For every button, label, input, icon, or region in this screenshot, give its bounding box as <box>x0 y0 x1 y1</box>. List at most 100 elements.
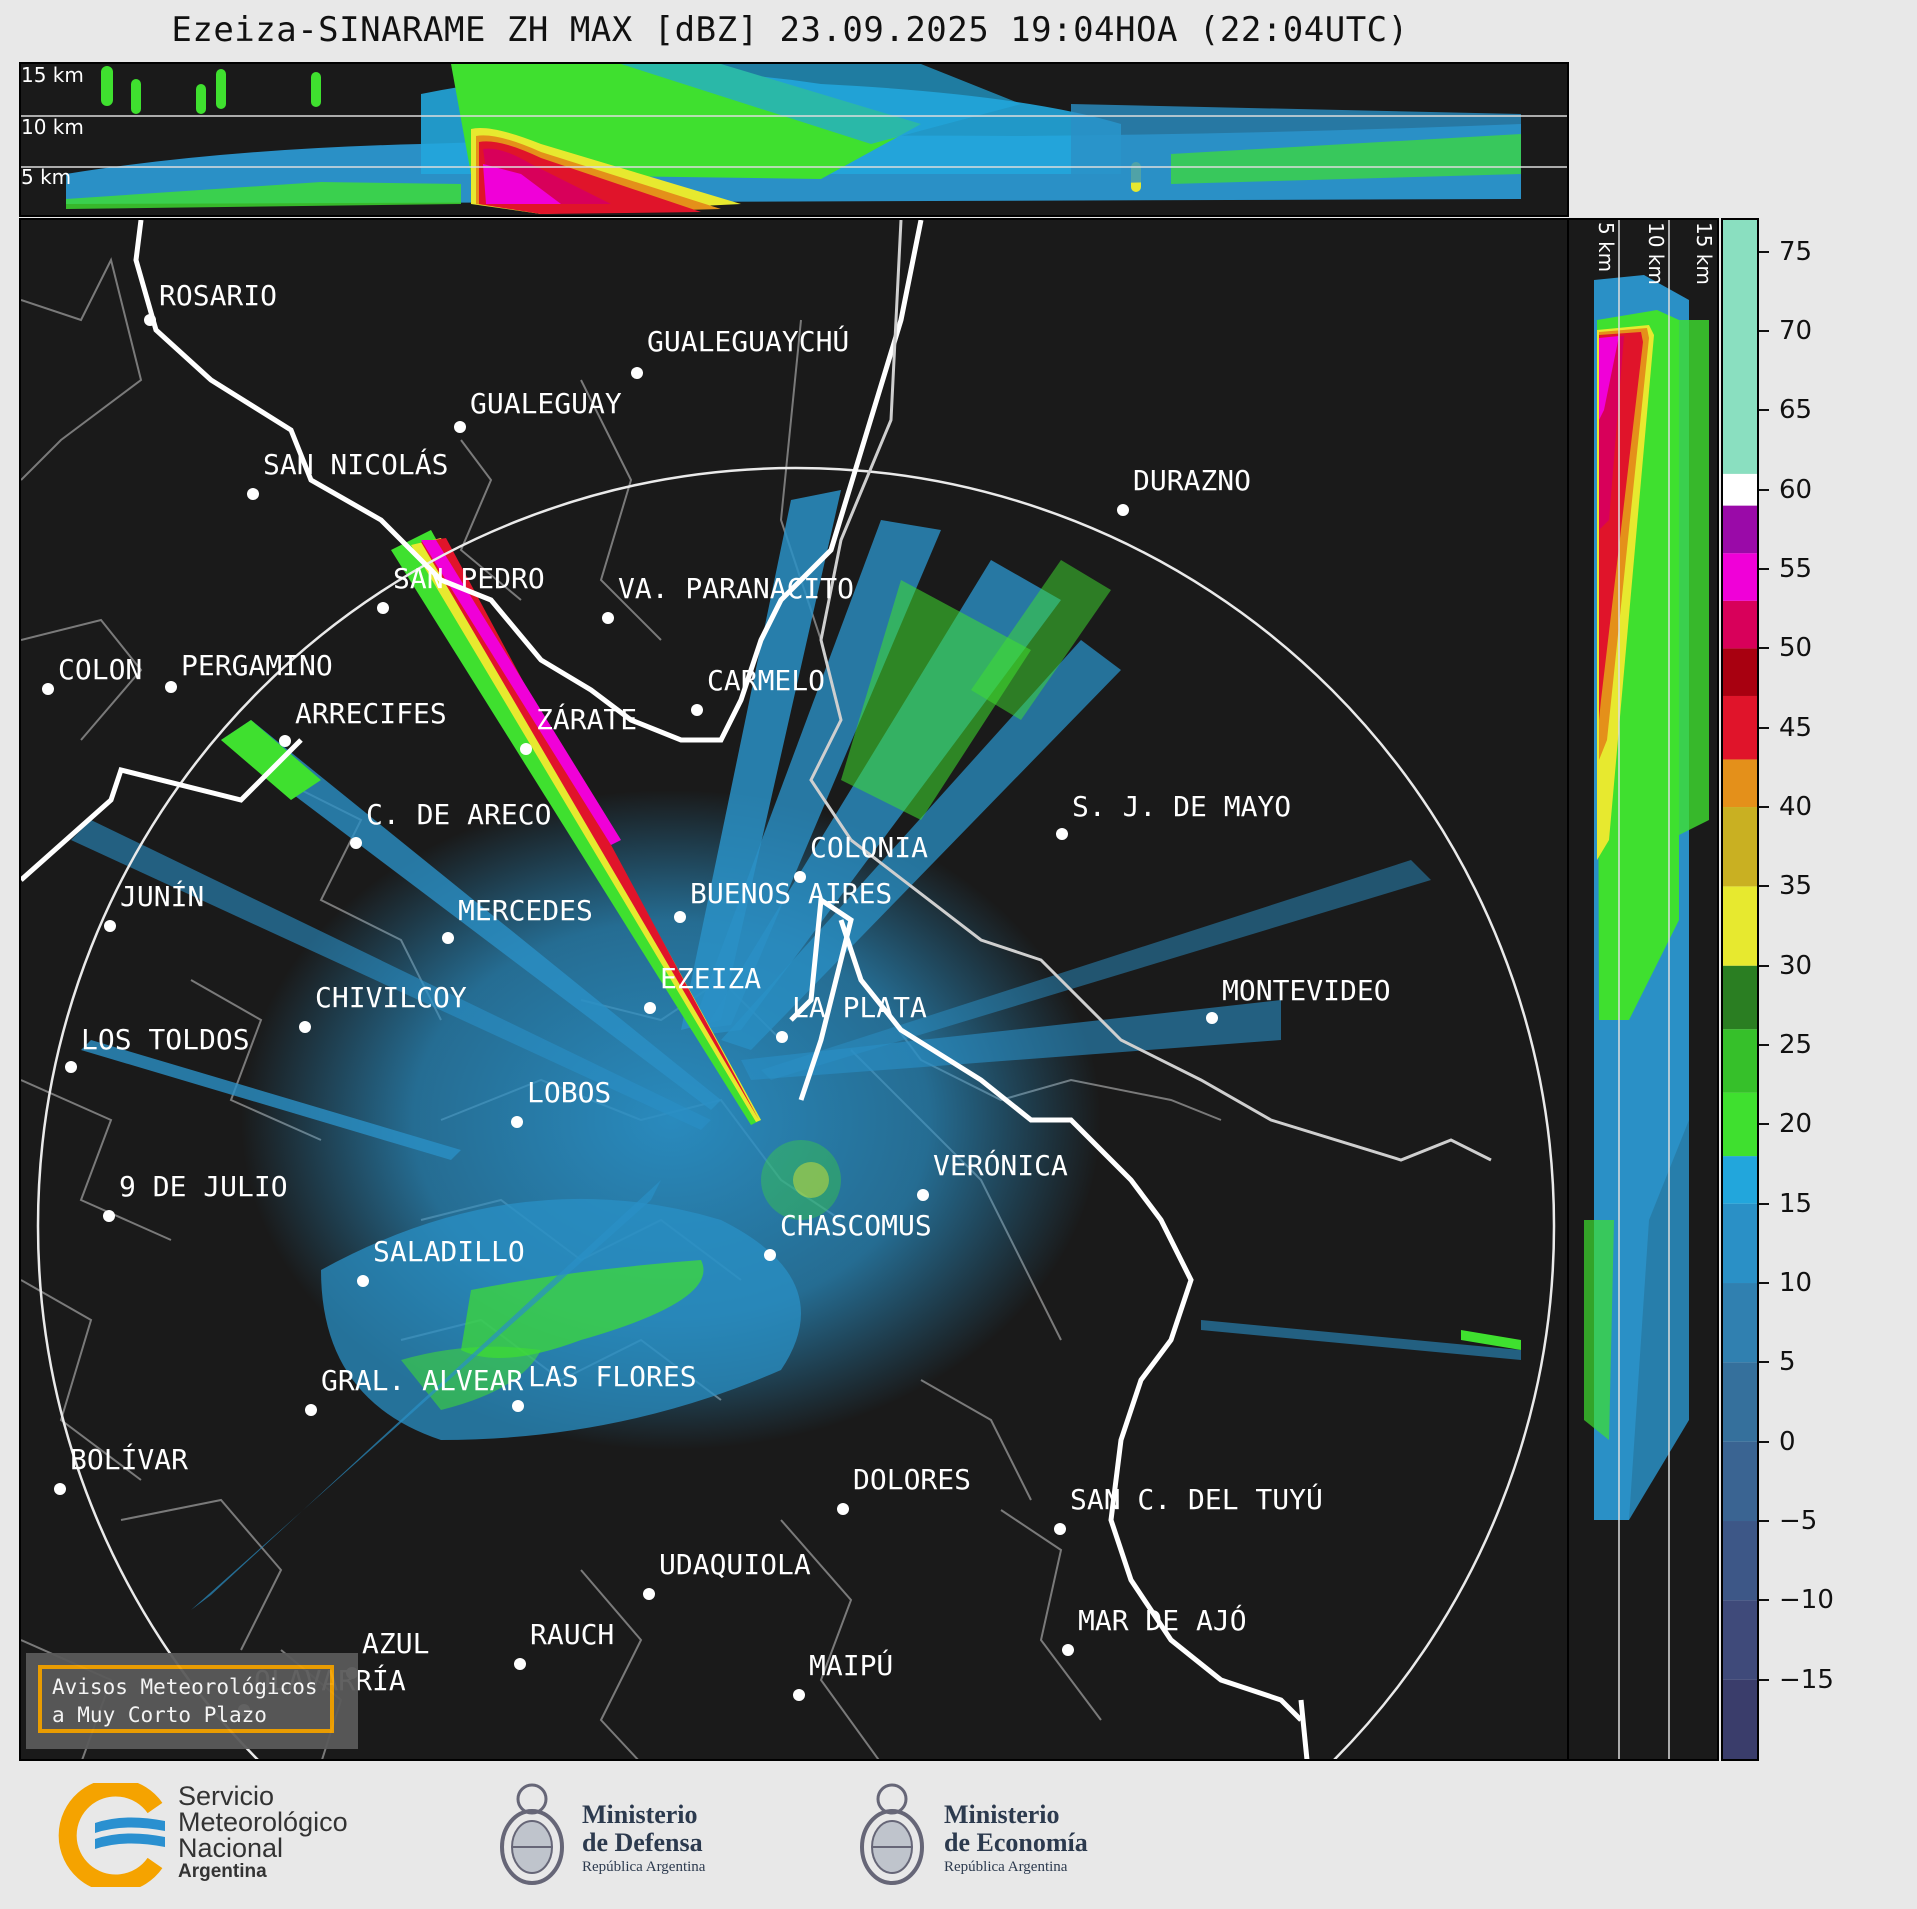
svg-text:COLONIA: COLONIA <box>810 831 928 864</box>
svg-text:CHASCOMUS: CHASCOMUS <box>780 1209 932 1242</box>
radar-map: ROSARIO GUALEGUAYCHÚ GUALEGUAY SAN NICOL… <box>19 218 1569 1761</box>
svg-text:ARRECIFES: ARRECIFES <box>295 697 447 730</box>
svg-text:CHIVILCOY: CHIVILCOY <box>315 981 467 1014</box>
city-rauch: RAUCH <box>514 1618 614 1670</box>
svg-text:LOBOS: LOBOS <box>527 1076 611 1109</box>
side-height-15km-label: 15 km <box>1692 222 1716 285</box>
colorbar-band <box>1723 1092 1757 1157</box>
colorbar-tick-label: 75 <box>1779 236 1813 267</box>
colorbar-band <box>1723 965 1757 1030</box>
colorbar-band <box>1723 1283 1757 1363</box>
colorbar-tick: 50 <box>1759 633 1812 663</box>
city-markers: ROSARIO GUALEGUAYCHÚ GUALEGUAY SAN NICOL… <box>42 279 1391 1716</box>
city-veronica: VERÓNICA <box>917 1148 1068 1201</box>
colorbar-tick: 75 <box>1759 237 1812 267</box>
smn-logo-text: Servicio Meteorológico Nacional Argentin… <box>178 1783 348 1883</box>
colorbar-tick-label: 65 <box>1779 395 1813 426</box>
smn-logo-icon <box>58 1778 165 1893</box>
colorbar-tick: −10 <box>1759 1585 1834 1615</box>
svg-text:MERCEDES: MERCEDES <box>458 894 593 927</box>
city-saladillo: SALADILLO <box>357 1235 525 1287</box>
colorbar-tick: 60 <box>1759 475 1812 505</box>
svg-text:AZUL: AZUL <box>362 1627 429 1660</box>
colorbar-band <box>1723 1600 1757 1680</box>
city-san-nicolas: SAN NICOLÁS <box>247 447 448 500</box>
colorbar-tick-label: −5 <box>1779 1506 1818 1536</box>
side-height-5km-label: 5 km <box>1594 222 1618 272</box>
colorbar-tick-label: 0 <box>1779 1426 1796 1457</box>
colorbar-tick: 20 <box>1759 1109 1812 1139</box>
economia-logo-text: Ministerio de Economía República Argenti… <box>944 1801 1088 1877</box>
city-rosario: ROSARIO <box>144 279 277 326</box>
colorbar-band <box>1723 1156 1757 1204</box>
svg-text:RAUCH: RAUCH <box>530 1618 614 1651</box>
colorbar-tick-label: 60 <box>1779 474 1813 505</box>
svg-text:S. J. DE MAYO: S. J. DE MAYO <box>1072 790 1291 823</box>
colorbar-tick-label: 25 <box>1779 1030 1813 1061</box>
colorbar-band <box>1723 1521 1757 1601</box>
svg-text:PERGAMINO: PERGAMINO <box>181 649 333 682</box>
defensa-line-3: República Argentina <box>582 1859 706 1875</box>
city-lobos: LOBOS <box>511 1076 611 1128</box>
svg-text:LOS TOLDOS: LOS TOLDOS <box>81 1023 250 1056</box>
city-arrecifes: ARRECIFES <box>279 697 447 747</box>
svg-text:C. DE ARECO: C. DE ARECO <box>366 798 551 831</box>
svg-text:DURAZNO: DURAZNO <box>1133 464 1251 497</box>
colorbar-tick: 5 <box>1759 1347 1796 1377</box>
smn-line-4: Argentina <box>178 1861 267 1882</box>
colorbar-tick: 15 <box>1759 1189 1812 1219</box>
top-height-15km-label: 15 km <box>21 64 84 87</box>
colorbar-tick: 70 <box>1759 316 1812 346</box>
colorbar-band <box>1723 648 1757 696</box>
economia-line-3: República Argentina <box>944 1859 1068 1875</box>
svg-text:LAS FLORES: LAS FLORES <box>528 1360 697 1393</box>
footer: Servicio Meteorológico Nacional Argentin… <box>0 1761 1917 1909</box>
city-junin: JUNÍN <box>104 879 204 932</box>
warning-box-frame: Avisos Meteorológicos a Muy Corto Plazo <box>38 1665 334 1733</box>
colorbar-tick-label: 45 <box>1779 712 1813 743</box>
city-9-de-julio: 9 DE JULIO <box>103 1170 288 1222</box>
colorbar-tick: 40 <box>1759 792 1812 822</box>
svg-text:VA. PARANACITO: VA. PARANACITO <box>618 572 854 605</box>
city-mar-de-ajo: MAR DE AJÓ <box>1062 1603 1247 1656</box>
svg-text:GUALEGUAYCHÚ: GUALEGUAYCHÚ <box>647 324 849 358</box>
colorbar-band <box>1723 1679 1757 1759</box>
city-udaquiola: UDAQUIOLA <box>643 1548 811 1600</box>
city-colonia: COLONIA <box>794 831 928 883</box>
defensa-logo-text: Ministerio de Defensa República Argentin… <box>582 1801 705 1877</box>
top-height-profile: 15 km 10 km 5 km <box>19 62 1569 217</box>
colorbar-ticks: 75 70 65 60 55 50 45 40 35 30 25 20 15 10 5 0 −5 −10 −15 <box>1759 218 1909 1761</box>
svg-text:SALADILLO: SALADILLO <box>373 1235 525 1268</box>
svg-text:MAIPÚ: MAIPÚ <box>809 1648 893 1682</box>
svg-text:SAN PEDRO: SAN PEDRO <box>393 562 545 595</box>
colorbar-band <box>1723 473 1757 506</box>
argentina-coat-of-arms-icon <box>500 1783 564 1885</box>
colorbar-band <box>1723 600 1757 649</box>
colorbar-tick-label: 35 <box>1779 871 1813 902</box>
top-profile-svg: 15 km 10 km 5 km <box>21 64 1567 214</box>
city-los-toldos: LOS TOLDOS <box>65 1023 250 1073</box>
svg-text:SAN C. DEL TUYÚ: SAN C. DEL TUYÚ <box>1070 1482 1323 1516</box>
colorbar-tick: 10 <box>1759 1268 1812 1298</box>
colorbar-tick: 65 <box>1759 395 1812 425</box>
colorbar-band <box>1723 886 1757 966</box>
colorbar-tick-label: −10 <box>1779 1585 1834 1616</box>
city-bolivar: BOLÍVAR <box>54 1442 188 1495</box>
city-chascomus: CHASCOMUS <box>764 1209 932 1261</box>
smn-line-3: Nacional <box>178 1833 284 1863</box>
colorbar-tick: −5 <box>1759 1506 1817 1536</box>
colorbar-tick: −15 <box>1759 1665 1834 1695</box>
svg-text:SAN NICOLÁS: SAN NICOLÁS <box>263 447 448 481</box>
warning-line-2: a Muy Corto Plazo <box>52 1703 267 1727</box>
city-va-paranacito: VA. PARANACITO <box>602 572 854 624</box>
city-gualeguay: GUALEGUAY <box>454 387 622 433</box>
city-san-c-del-tuyu: SAN C. DEL TUYÚ <box>1054 1482 1323 1535</box>
city-c-de-areco: C. DE ARECO <box>350 798 551 849</box>
colorbar-tick-label: 40 <box>1779 792 1813 823</box>
colorbar-tick: 35 <box>1759 871 1812 901</box>
city-gral-alvear: GRAL. ALVEAR <box>305 1364 523 1416</box>
colorbar-band <box>1723 1362 1757 1442</box>
top-height-10km-label: 10 km <box>21 115 84 139</box>
svg-text:LA PLATA: LA PLATA <box>792 991 927 1024</box>
colorbar-band <box>1723 807 1757 887</box>
